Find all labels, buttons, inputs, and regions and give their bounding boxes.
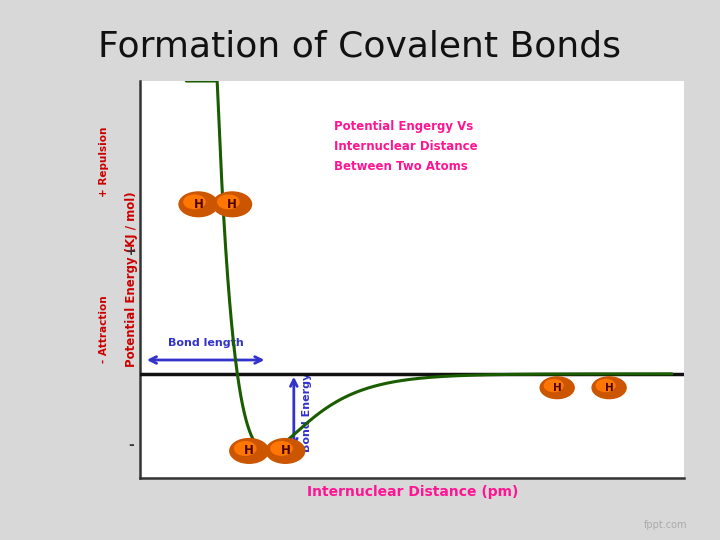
Text: +: + (126, 245, 136, 258)
Circle shape (230, 438, 269, 463)
Circle shape (217, 195, 239, 208)
Circle shape (544, 380, 563, 392)
Text: + Repulsion: + Repulsion (99, 127, 109, 197)
Text: Bond Energy: Bond Energy (302, 373, 312, 452)
Text: H: H (280, 444, 290, 457)
Circle shape (235, 442, 256, 455)
Text: H: H (194, 198, 203, 211)
Circle shape (596, 380, 615, 392)
Y-axis label: Potential Energy (KJ / mol): Potential Energy (KJ / mol) (125, 192, 138, 367)
Text: Formation of Covalent Bonds: Formation of Covalent Bonds (99, 30, 621, 64)
Text: H: H (553, 383, 562, 393)
X-axis label: Internuclear Distance (pm): Internuclear Distance (pm) (307, 485, 518, 499)
Circle shape (184, 195, 205, 208)
Circle shape (540, 377, 574, 399)
Circle shape (592, 377, 626, 399)
Text: H: H (605, 383, 613, 393)
Circle shape (179, 192, 217, 217)
Text: Bond length: Bond length (168, 339, 243, 348)
Text: Potential Engergy Vs
Internuclear Distance
Between Two Atoms: Potential Engergy Vs Internuclear Distan… (333, 119, 477, 173)
Circle shape (213, 192, 251, 217)
Circle shape (271, 442, 292, 455)
Text: - Attraction: - Attraction (99, 295, 109, 363)
Text: H: H (244, 444, 254, 457)
Text: -: - (128, 438, 134, 453)
Text: H: H (228, 198, 237, 211)
Circle shape (266, 438, 305, 463)
Text: fppt.com: fppt.com (644, 520, 688, 530)
